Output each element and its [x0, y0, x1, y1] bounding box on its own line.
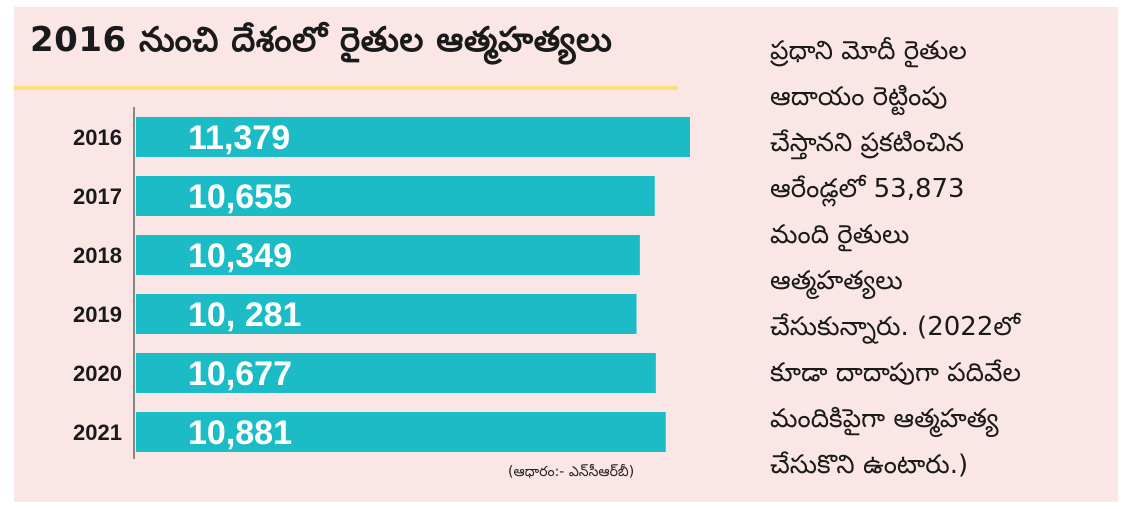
bar-2017: [136, 176, 655, 216]
side-note-line: చేస్తానని ప్రకటించిన: [770, 128, 965, 158]
data-label-2019: 10, 281: [188, 296, 301, 334]
side-note-line: ప్రధాని మోదీ రైతుల: [770, 36, 967, 66]
category-label-2021: 2021: [73, 420, 122, 445]
data-label-2016: 11,379: [188, 119, 290, 157]
data-label-2021: 10,881: [188, 414, 292, 452]
bar-chart: 2016 11,379 2017 10,655 2018 10,349 2019 10, 28…: [73, 107, 690, 459]
side-note: ప్రధాని మోదీ రైతుల ఆదాయం రెట్టింపు చేస్త…: [770, 28, 1115, 488]
category-label-2017: 2017: [73, 184, 122, 209]
side-note-line: చేసుకున్నారు. (2022లో: [770, 312, 1021, 342]
source-note: (ఆధారం:- ఎన్‌సీఆర్‌బీ): [508, 464, 635, 480]
bar-2021: [136, 412, 666, 452]
category-label-2018: 2018: [73, 243, 122, 268]
side-note-line: ఆరేండ్లలో 53,873: [770, 174, 965, 204]
bar-2018: [136, 235, 640, 275]
title-underline: [14, 86, 677, 90]
bar-2019: [136, 294, 637, 334]
side-note-line: మందికిపైగా ఆత్మహత్య: [770, 404, 999, 434]
data-label-2018: 10,349: [188, 237, 292, 275]
bar-2020: [136, 353, 656, 393]
side-note-line: చేసుకొని ఉంటారు.): [770, 450, 969, 480]
category-label-2020: 2020: [73, 361, 122, 386]
chart-title: 2016 నుంచి దేశంలో రైతుల ఆత్మహత్యలు: [30, 20, 613, 60]
bar-2016: [136, 117, 690, 157]
category-label-2016: 2016: [73, 125, 122, 150]
side-note-line: ఆదాయం రెట్టింపు: [770, 82, 948, 112]
side-note-line: కూడా దాదాపుగా పదివేల: [770, 358, 1021, 388]
data-label-2017: 10,655: [188, 178, 292, 216]
side-note-line: ఆత్మహత్యలు: [770, 266, 903, 296]
data-label-2020: 10,677: [188, 355, 292, 393]
category-label-2019: 2019: [73, 302, 122, 327]
side-note-line: మంది రైతులు: [770, 220, 910, 250]
